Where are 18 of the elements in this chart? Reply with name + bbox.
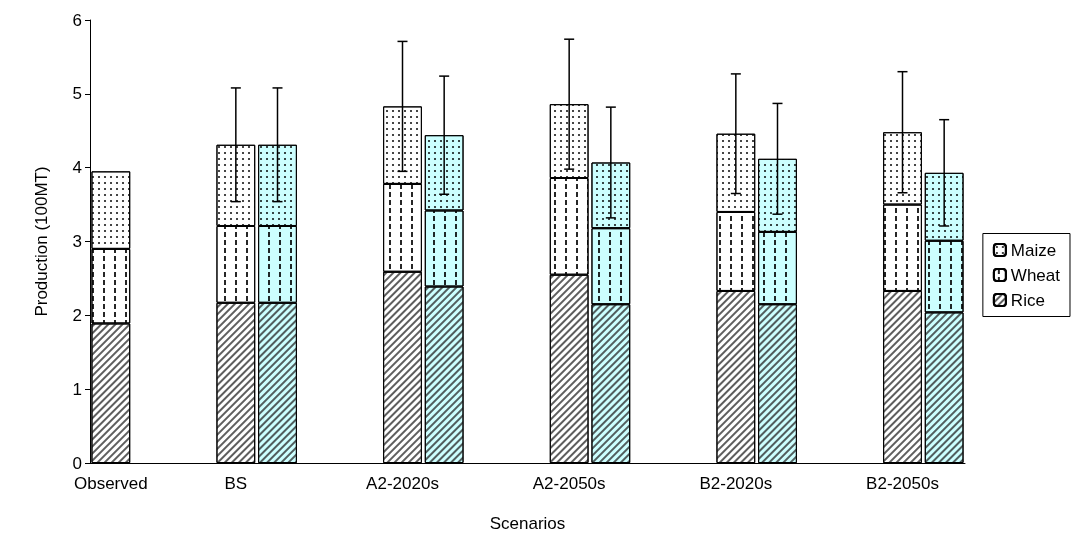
legend-label: Wheat [1010,265,1061,285]
y-tick-label: 0 [72,453,82,473]
y-tick-label: 2 [72,305,82,325]
legend-label: Maize [1010,240,1057,260]
x-tick-label: Observed [73,474,148,493]
y-axis-title: Production (100MT) [32,166,51,317]
y-tick-label: 5 [72,84,82,104]
y-tick-label: 3 [72,232,82,251]
legend-label: Rice [1010,290,1045,310]
x-axis-title: Scenarios [489,514,566,533]
y-tick-label: 1 [72,379,82,399]
x-tick-label: A2-2020s [366,474,439,493]
x-tick-label: BS [224,474,248,493]
x-tick-label: B2-2050s [866,474,939,493]
x-tick-label: A2-2050s [532,474,606,493]
x-tick-label: B2-2020s [699,474,773,493]
y-tick-label: 6 [72,10,82,30]
y-tick-label: 4 [72,158,82,178]
